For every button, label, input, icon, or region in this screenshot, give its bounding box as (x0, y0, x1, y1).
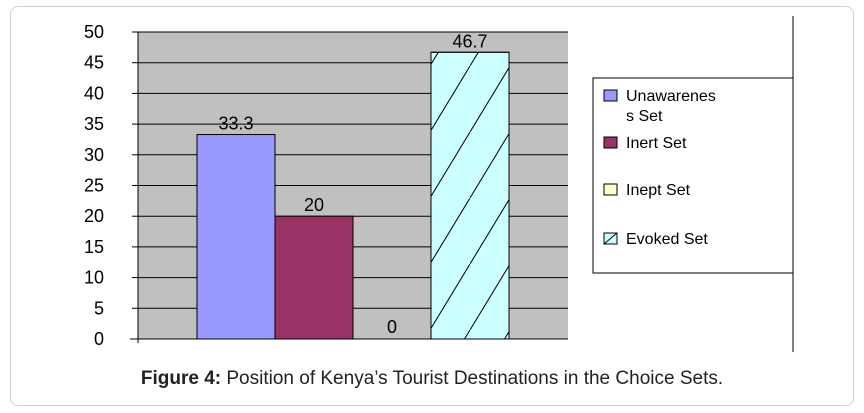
legend-label: Evoked Set (626, 231, 708, 248)
y-tick-label: 5 (94, 298, 104, 318)
figure-caption: Figure 4: Position of Kenya’s Tourist De… (0, 368, 864, 390)
y-tick-label: 50 (84, 22, 104, 42)
legend-box (592, 77, 794, 274)
y-tick-label: 40 (84, 83, 104, 103)
y-tick-label: 15 (84, 237, 104, 257)
data-label: 46.7 (452, 31, 487, 51)
y-tick-label: 0 (94, 329, 104, 349)
legend-swatch (603, 136, 618, 149)
y-tick-label: 30 (84, 145, 104, 165)
caption-label: Figure 4: (140, 368, 222, 389)
legend-label: Inept Set (626, 182, 691, 199)
y-tick-label: 35 (84, 114, 104, 134)
bar (274, 215, 354, 340)
y-tick-label: 10 (84, 268, 104, 288)
y-tick-label: 25 (84, 176, 104, 196)
legend-swatch-hatch (603, 232, 618, 245)
bar-hatch (430, 51, 510, 340)
y-tick-label: 45 (84, 53, 104, 73)
legend-label: Inert Set (626, 135, 687, 152)
data-label: 33.3 (218, 114, 253, 134)
legend-swatch (603, 183, 618, 196)
y-tick-label: 20 (84, 206, 104, 226)
caption-text: Position of Kenya’s Tourist Destinations… (221, 368, 724, 389)
bar (196, 134, 276, 340)
data-label: 0 (387, 317, 397, 337)
legend-label: s Set (626, 108, 663, 125)
data-label: 20 (304, 195, 324, 215)
legend-swatch (603, 89, 618, 102)
legend-label: Unawarenes (626, 88, 716, 105)
